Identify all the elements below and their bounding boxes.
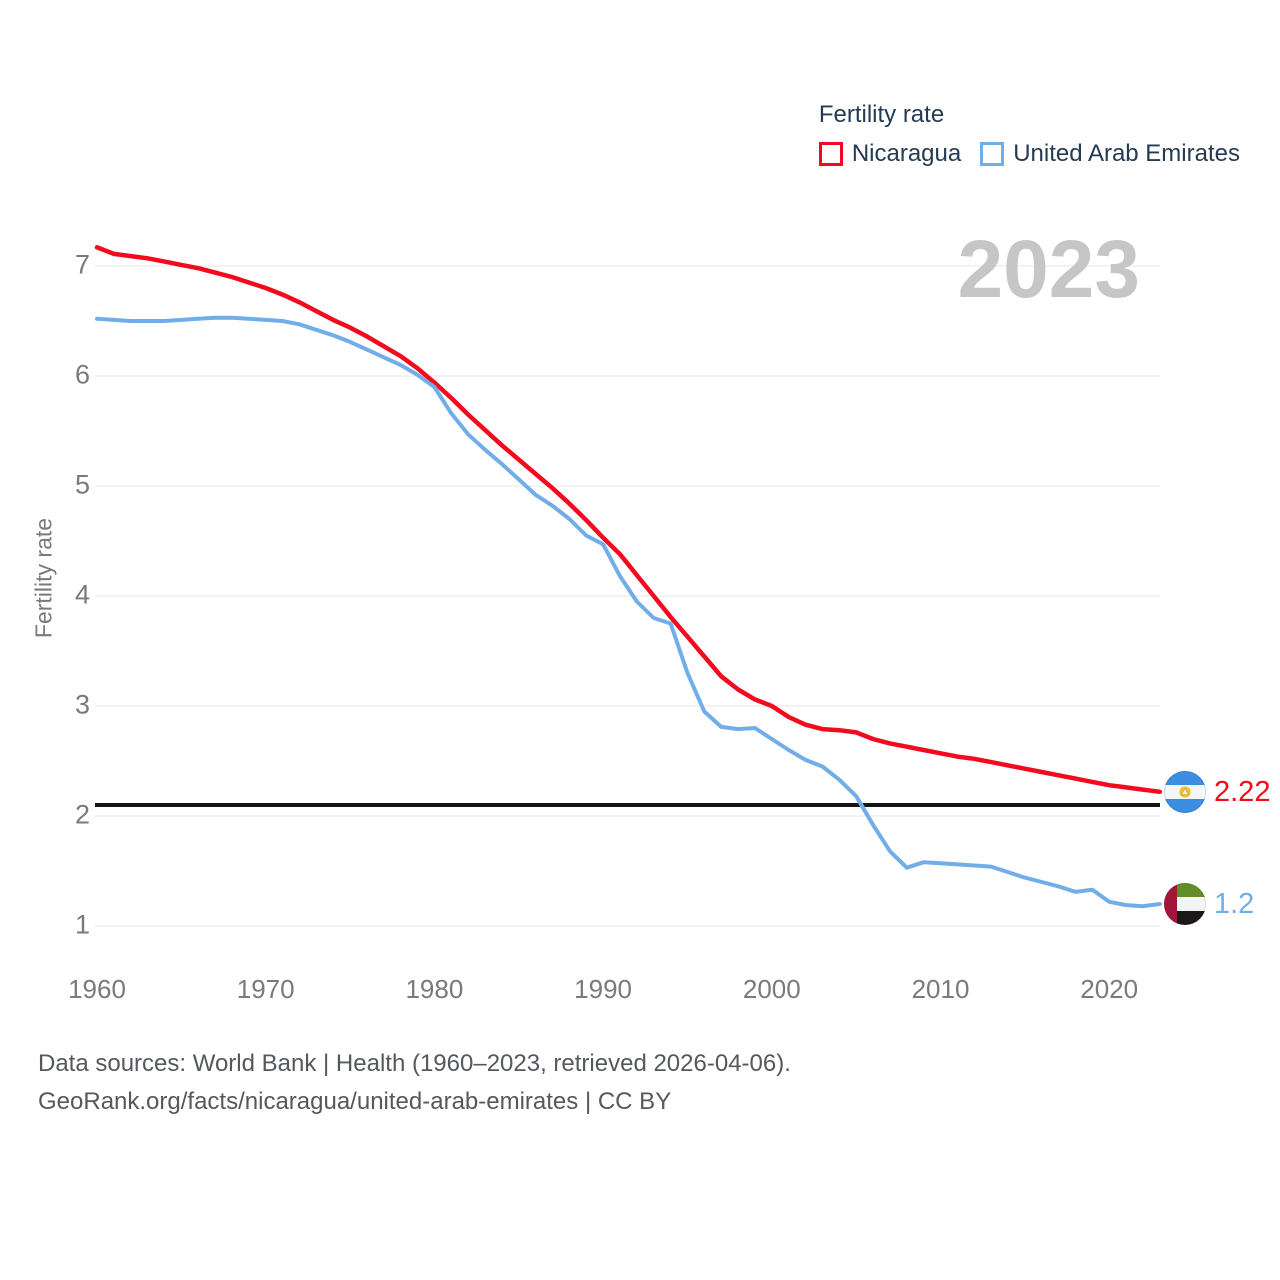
y-tick-label-1: 1	[74, 909, 90, 940]
y-axis-title: Fertility rate	[30, 517, 57, 639]
nicaragua-end-label: 2.22	[1164, 771, 1270, 813]
year-watermark: 2023	[957, 224, 1140, 315]
source-footer: Data sources: World Bank | Health (1960–…	[38, 1045, 791, 1121]
y-tick-label-7: 7	[74, 249, 90, 280]
y-tick-label-3: 3	[74, 689, 90, 720]
legend: Fertility rate Nicaragua United Arab Emi…	[818, 101, 1240, 168]
legend-item-uae[interactable]: United Arab Emirates	[980, 140, 1240, 168]
x-tick-label-1990: 1990	[574, 974, 633, 1004]
y-tick-label-2: 2	[74, 799, 90, 830]
x-tick-label-1980: 1980	[405, 974, 464, 1004]
x-tick-label-2020: 2020	[1080, 974, 1139, 1004]
nicaragua-end-value: 2.22	[1214, 775, 1271, 808]
uae-swatch-icon	[980, 142, 1005, 166]
legend-label-uae: United Arab Emirates	[1013, 140, 1240, 167]
x-tick-label-2000: 2000	[742, 974, 801, 1004]
source-footer-line1: Data sources: World Bank | Health (1960–…	[38, 1050, 791, 1077]
legend-title: Fertility rate	[818, 101, 945, 128]
source-footer-line2: GeoRank.org/facts/nicaragua/united-arab-…	[38, 1088, 672, 1115]
legend-row: Nicaragua United Arab Emirates	[818, 140, 1240, 168]
legend-item-nicaragua[interactable]: Nicaragua	[818, 140, 962, 168]
uae-flag-icon	[1164, 883, 1206, 925]
y-tick-label-6: 6	[74, 359, 90, 390]
x-tick-label-1970: 1970	[236, 974, 295, 1004]
nicaragua-swatch-icon	[818, 142, 843, 166]
united-arab-emirates-line	[95, 315, 1162, 909]
x-tick-label-2010: 2010	[911, 974, 970, 1004]
y-tick-label-4: 4	[74, 579, 90, 610]
nicaragua-line	[94, 245, 1163, 795]
legend-label-nicaragua: Nicaragua	[851, 140, 962, 167]
uae-end-value: 1.2	[1214, 887, 1255, 920]
uae-end-label: 1.2	[1164, 883, 1254, 925]
nicaragua-flag-icon	[1164, 771, 1206, 813]
y-tick-label-5: 5	[74, 469, 90, 500]
x-tick-label-1960: 1960	[68, 974, 126, 1004]
